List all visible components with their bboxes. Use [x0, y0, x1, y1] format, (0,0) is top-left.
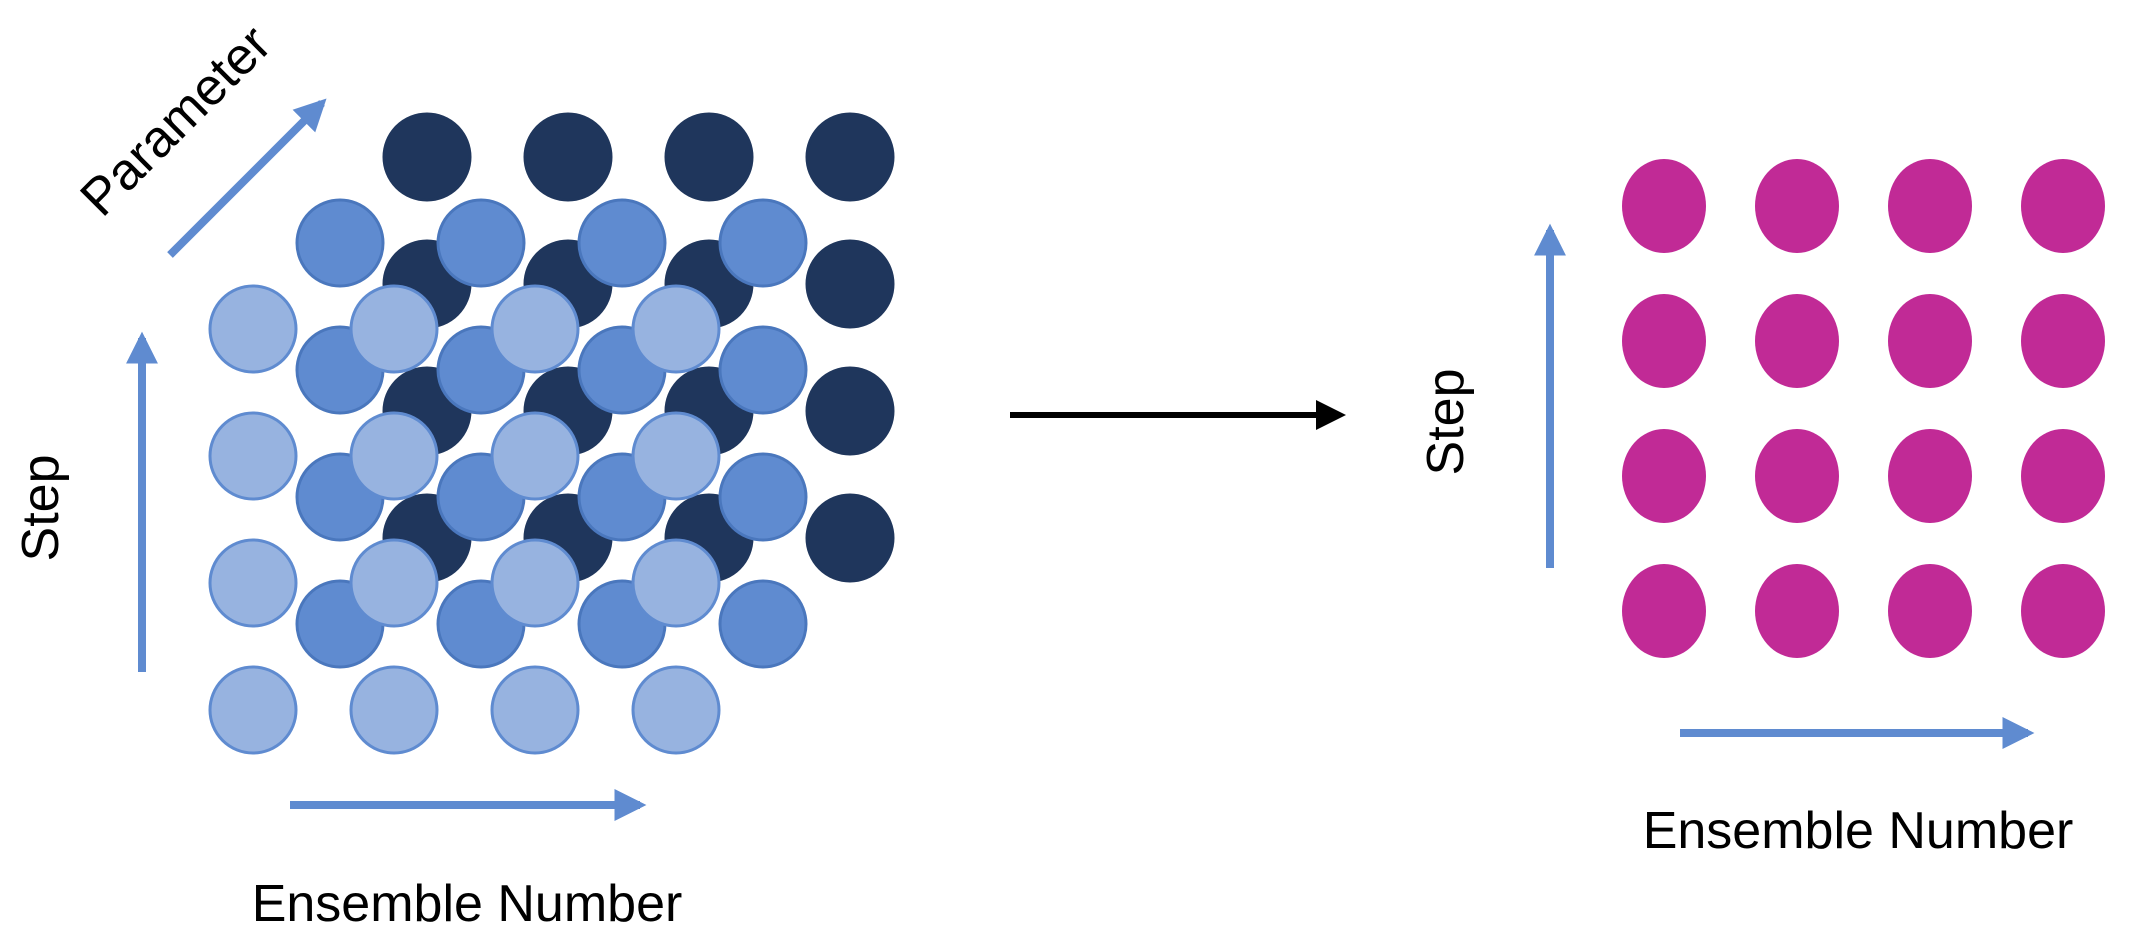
ensemble-axis-label: Ensemble Number [252, 875, 683, 933]
parameter-layer-1-dot [349, 538, 439, 628]
parameter-stack [208, 112, 895, 755]
parameter-layer-2-dot [295, 198, 385, 288]
parameter-axis-label: Parameter [70, 15, 283, 228]
parameter-layer-2-dot [577, 198, 667, 288]
parameter-layer-1-dot [208, 665, 298, 755]
parameter-layer-1-dot [631, 284, 721, 374]
ensemble-step-dot [1888, 429, 1972, 523]
ensemble-step-dot [2021, 294, 2105, 388]
right-panel: Step Ensemble Number [1417, 159, 2105, 860]
ensemble-step-dot [1755, 564, 1839, 658]
ensemble-step-dot [1888, 564, 1972, 658]
ensemble-step-dot [2021, 159, 2105, 253]
parameter-layer-1-dot [208, 411, 298, 501]
parameter-layer-3-dot [805, 239, 895, 329]
parameter-layer-2-dot [718, 325, 808, 415]
ensemble-step-dot [1888, 294, 1972, 388]
ensemble-step-dot [1755, 429, 1839, 523]
step-axis-label-right: Step [1417, 369, 1475, 476]
parameter-layer-3-dot [805, 366, 895, 456]
ensemble-step-dot [1755, 294, 1839, 388]
parameter-layer-1-dot [208, 284, 298, 374]
parameter-axis-arrow [167, 98, 327, 258]
parameter-layer-2-dot [718, 452, 808, 542]
ensemble-step-dot [1888, 159, 1972, 253]
parameter-layer-1-dot [349, 284, 439, 374]
parameter-layer-1-dot [490, 411, 580, 501]
parameter-layer-3-dot [382, 112, 472, 202]
parameter-layer-3-dot [805, 493, 895, 583]
parameter-layer-1-dot [490, 665, 580, 755]
ensemble-step-dot [1622, 564, 1706, 658]
ensemble-axis-label-right: Ensemble Number [1643, 802, 2074, 860]
parameter-layer-1-dot [631, 411, 721, 501]
parameter-layer-1-dot [349, 665, 439, 755]
parameter-layer-2-dot [718, 198, 808, 288]
left-panel: Step Ensemble Number Parameter [12, 15, 895, 933]
ensemble-step-dot [1622, 429, 1706, 523]
parameter-layer-1-dot [349, 411, 439, 501]
step-axis-label: Step [12, 455, 70, 562]
parameter-layer-1-dot [490, 284, 580, 374]
ensemble-step-dot [1622, 159, 1706, 253]
parameter-layer-2-dot [436, 198, 526, 288]
parameter-layer-3-dot [805, 112, 895, 202]
ensemble-step-dot [1622, 294, 1706, 388]
parameter-layer-1-dot [208, 538, 298, 628]
flattened-grid [1622, 159, 2105, 658]
ensemble-step-dot [2021, 564, 2105, 658]
parameter-layer-3-dot [523, 112, 613, 202]
parameter-layer-1-dot [631, 538, 721, 628]
parameter-layer-3-dot [664, 112, 754, 202]
parameter-layer-1-dot [490, 538, 580, 628]
ensemble-step-dot [1755, 159, 1839, 253]
parameter-layer-2-dot [718, 579, 808, 669]
ensemble-step-dot [2021, 429, 2105, 523]
parameter-layer-1-dot [631, 665, 721, 755]
